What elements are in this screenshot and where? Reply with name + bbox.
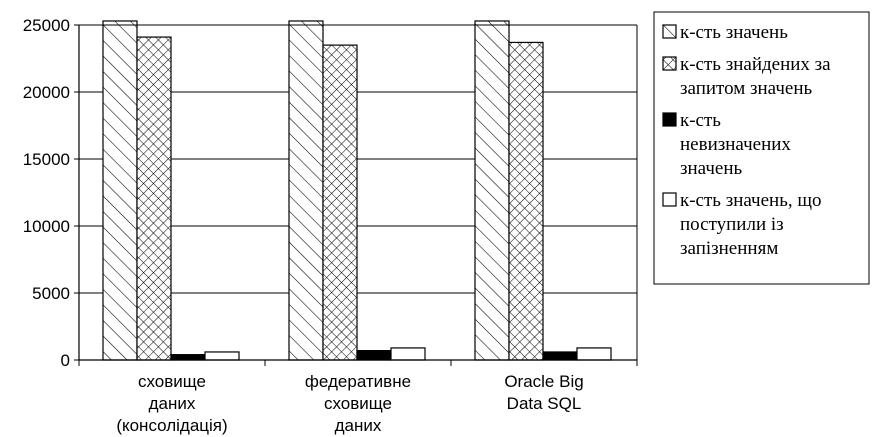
legend-swatch xyxy=(662,24,677,39)
legend-entry: к-сть значень xyxy=(680,22,788,43)
bar xyxy=(390,347,426,361)
legend-swatch xyxy=(662,56,677,71)
y-tick-labels: 0 5000 10000 15000 20000 25000 xyxy=(23,16,70,370)
x-category-label: Oracle Big Data SQL xyxy=(504,372,583,413)
bar xyxy=(542,351,578,361)
x-category-label: федеративне сховище даних xyxy=(305,372,411,435)
bar xyxy=(288,20,324,361)
legend-entry: к-сть значень, що поступили із запізненням xyxy=(680,190,822,259)
bar xyxy=(204,351,240,361)
y-tick-label: 0 xyxy=(61,351,70,370)
bar xyxy=(102,20,138,361)
bar xyxy=(508,41,544,361)
bar xyxy=(356,350,392,361)
legend-swatch xyxy=(662,192,677,207)
bars xyxy=(102,20,612,361)
bar xyxy=(170,354,206,361)
y-tick-label: 10000 xyxy=(23,217,70,236)
legend: к-сть значень к-сть знайдених за запитом з… xyxy=(653,11,870,285)
axes xyxy=(74,24,638,366)
legend-box xyxy=(653,11,870,285)
legend-entry: к-сть невизначених значень xyxy=(680,110,791,179)
x-category-labels: сховище даних (консолідація) федеративне схо… xyxy=(116,372,583,435)
y-tick-label: 15000 xyxy=(23,150,70,169)
bar xyxy=(136,36,172,361)
x-category-label: сховище даних (консолідація) xyxy=(116,372,227,435)
legend-entry: к-сть знайдених за запитом значень xyxy=(680,54,831,99)
legend-swatch xyxy=(662,112,677,127)
y-tick-label: 25000 xyxy=(23,16,70,35)
bar xyxy=(576,347,612,361)
bar xyxy=(322,44,358,361)
y-tick-label: 5000 xyxy=(32,284,70,303)
y-tick-label: 20000 xyxy=(23,83,70,102)
bar xyxy=(474,20,510,361)
